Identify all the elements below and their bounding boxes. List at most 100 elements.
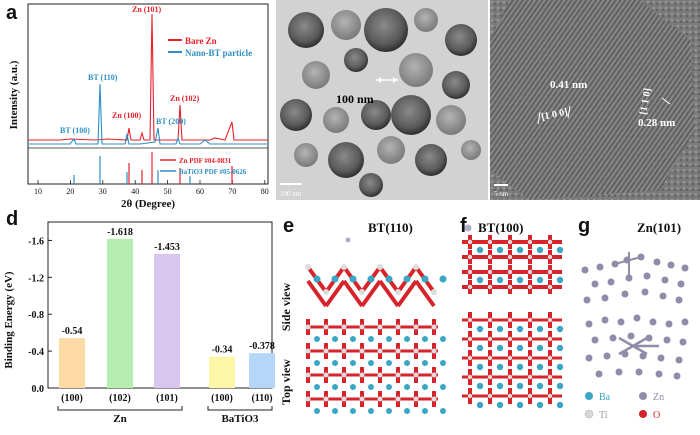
- zn-atom: [639, 352, 647, 360]
- peak-label-bt200: BT (200): [156, 117, 186, 126]
- nanoparticle: [364, 8, 408, 52]
- xrd-xtick: 80: [261, 187, 269, 196]
- nanoparticle: [288, 12, 324, 48]
- o-bond: [360, 279, 382, 308]
- ti-atom: [487, 269, 493, 275]
- ti-atom: [507, 374, 513, 380]
- zn-atom: [681, 318, 689, 326]
- zn-atom: [679, 338, 687, 346]
- ba-atom: [440, 360, 446, 366]
- ba-atom: [350, 336, 356, 342]
- zn-atom: [591, 336, 599, 344]
- ba-atom: [440, 336, 446, 342]
- ti-atom: [359, 324, 365, 330]
- ti-atom: [305, 324, 311, 330]
- ba-atom: [556, 344, 564, 352]
- ti-atom: [359, 348, 365, 354]
- ba-atom: [556, 363, 564, 371]
- zn-atom: [617, 318, 625, 326]
- ti-atom: [323, 396, 329, 402]
- ba-atom: [556, 246, 564, 254]
- ba-atom: [421, 275, 429, 283]
- ti-atom: [359, 372, 365, 378]
- ti-atom: [547, 254, 553, 260]
- nanoparticle: [302, 61, 330, 89]
- ti-atom: [305, 372, 311, 378]
- bar-ytick: -1.6: [28, 236, 44, 247]
- ti-atom: [431, 289, 437, 295]
- nanoparticle: [436, 105, 466, 135]
- ti-atom: [431, 348, 437, 354]
- zn-atom: [609, 334, 617, 342]
- ti-atom: [323, 324, 329, 330]
- ti-atom: [359, 289, 365, 295]
- ti-atom: [507, 254, 513, 260]
- e-title: BT(110): [368, 220, 413, 235]
- group-label-zn: Zn: [113, 413, 126, 425]
- structure-zn101: Zn(101) Ba Zn Ti O: [575, 212, 700, 430]
- ba-atom: [496, 344, 504, 352]
- ti-atom: [431, 372, 437, 378]
- hrtem-image: 0.41 nm [1 0 0] [1 1 0] 0.28 nm 5 nm: [490, 0, 700, 200]
- structure-bt100: BT(100): [450, 212, 575, 430]
- ba-atom: [386, 408, 392, 414]
- zn-atom: [601, 294, 609, 302]
- ti-atom: [323, 348, 329, 354]
- nanoparticle: [391, 95, 431, 135]
- ti-atom: [377, 372, 383, 378]
- ti-atom: [547, 393, 553, 399]
- ti-atom: [487, 284, 493, 290]
- zn-atom: [649, 318, 657, 326]
- ti-atom: [487, 374, 493, 380]
- xrd-xtick: 70: [228, 187, 236, 196]
- bar-value-label: -1.618: [107, 227, 133, 238]
- zn-atom: [663, 336, 671, 344]
- nanoparticle: [415, 144, 447, 176]
- zn-atom: [659, 292, 667, 300]
- ba-atom: [332, 336, 338, 342]
- bar: [209, 356, 235, 388]
- hrtem-spacing-2: 0.28 nm: [638, 117, 675, 129]
- ti-atom: [527, 284, 533, 290]
- ba-atom: [496, 246, 504, 254]
- ti-atom: [467, 336, 473, 342]
- ba-atom: [476, 382, 484, 390]
- ti-atom: [377, 324, 383, 330]
- zn-atom: [655, 370, 663, 378]
- ti-atom: [487, 336, 493, 342]
- bar-value-label: -0.378: [249, 341, 275, 352]
- ti-atom: [487, 239, 493, 245]
- o-bond: [324, 279, 346, 308]
- peak-label-zn100: Zn (100): [112, 111, 141, 120]
- zn-atom: [585, 354, 593, 362]
- zn-atom: [633, 314, 641, 322]
- zn-atom: [641, 288, 649, 296]
- bar-category-label: (101): [156, 393, 178, 404]
- zn-atom: [627, 332, 635, 340]
- ti-atom: [305, 348, 311, 354]
- nanoparticle: [442, 71, 470, 99]
- ti-atom: [527, 269, 533, 275]
- ti-atom: [467, 317, 473, 323]
- pdf-label-bt: BaTiO3 PDF #05-0626: [179, 168, 247, 176]
- nanoparticle: [399, 53, 433, 87]
- ba-atom: [350, 360, 356, 366]
- ba-atom: [556, 401, 564, 409]
- ti-atom: [341, 396, 347, 402]
- ti-atom: [547, 336, 553, 342]
- ti-atom: [413, 372, 419, 378]
- panel-label-d: d: [6, 208, 19, 230]
- ba-atom: [556, 325, 564, 333]
- zn-atom: [596, 263, 604, 271]
- ba-atom: [385, 275, 393, 283]
- ti-atom: [487, 317, 493, 323]
- ti-atom: [547, 317, 553, 323]
- bar-value-label: -1.453: [154, 242, 180, 253]
- ti-atom: [467, 284, 473, 290]
- ti-atom: [395, 396, 401, 402]
- zn-atom: [607, 278, 615, 286]
- ba-atom: [314, 336, 320, 342]
- ba-atom: [536, 246, 544, 254]
- ti-atom: [341, 264, 347, 270]
- zn-atom: [673, 372, 681, 380]
